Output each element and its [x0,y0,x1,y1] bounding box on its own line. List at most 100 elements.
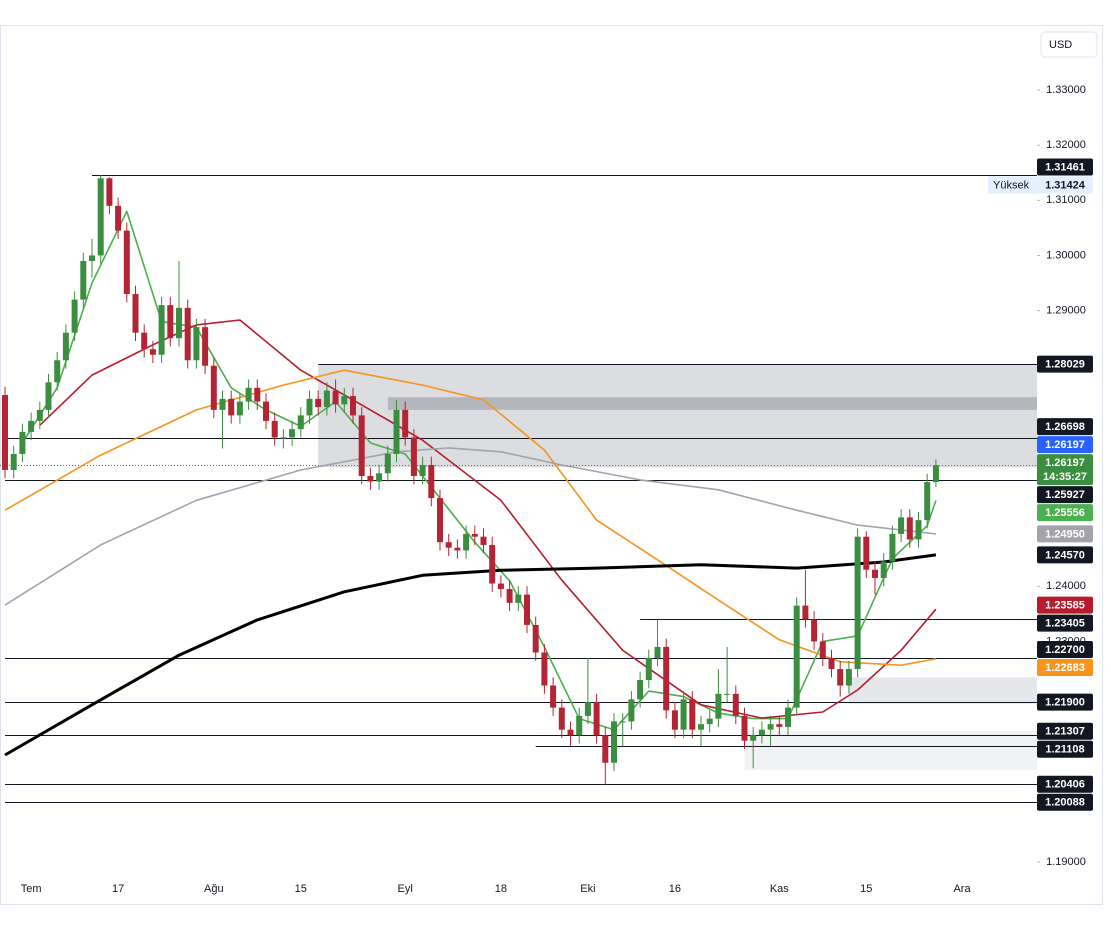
price-tag-box [1037,158,1093,176]
candle-body [289,429,296,438]
x-tick-label: Ara [953,883,971,895]
zone [318,364,1037,468]
candle-body [715,693,722,719]
candle-body [367,476,374,482]
price-tag-label: 1.20406 [1045,779,1085,791]
candle-body [480,536,487,545]
price-tags: 1.31461 Yüksek 1.31424 1.28029 1.26698 1.2619… [988,158,1093,811]
candle-body [210,365,217,410]
candle-body [158,305,165,355]
candle-body [454,547,461,551]
price-tag: 1.22700 [1037,640,1093,658]
price-tag-box [1037,418,1093,436]
candle-body [228,398,235,416]
candle-body [176,307,182,339]
candle-body [550,685,557,708]
price-tag: 1.31461 [1037,158,1093,176]
candle-body [428,465,435,499]
candle-body [558,707,565,730]
candle-body [393,409,400,454]
candle-body [671,710,678,730]
price-tag-box [1037,614,1093,632]
candle-body [611,721,617,763]
candle-body [732,693,739,716]
price-tag-label: 1.21900 [1045,696,1085,708]
x-tick-label: Eyl [398,883,413,895]
price-tag-box [1037,436,1093,454]
price-tag-label: 1.24570 [1045,549,1085,561]
currency: USD [1049,39,1072,51]
candle-body [358,415,365,477]
candle-body [280,437,287,439]
y-tick-label: 1.32000 [1046,139,1086,151]
levels [0,175,1037,803]
candle-body [263,401,269,421]
price-tag: 1.25556 [1037,504,1093,522]
candle-body [193,327,200,361]
candle-body [593,702,600,736]
candle-body [758,729,765,736]
candle-body [619,721,626,723]
price-tag-label: 1.26698 [1045,421,1085,433]
candle-body [123,230,130,295]
candle-body [297,415,304,430]
axis: Tem 17 Ağu 15 Eyl 18 Eki 16 Kas 15 Ara 1.33000 1.320… [21,84,1086,895]
price-tag: 1.24570 [1037,546,1093,564]
candle-body [541,652,548,686]
candle-body [872,569,878,579]
candle-body [45,382,52,410]
price-tag-label: 14:35:27 [1043,471,1087,483]
candle-body [2,394,8,470]
y-tick-label: 1.19000 [1046,856,1086,868]
price-tag-box [1037,775,1093,793]
high-marker-text: Yüksek [993,179,1030,191]
candle-body [445,542,452,548]
candle-body [384,453,391,474]
price-tag-label: 1.21108 [1045,744,1084,756]
candle-body [254,387,261,402]
price-tag-box [1037,693,1093,711]
candle-body [115,205,122,231]
price-tag: 1.21900 [1037,693,1093,711]
y-tick-label: 1.33000 [1046,84,1086,96]
currency-box[interactable] [1040,31,1098,58]
price-tag-box [1037,486,1093,504]
candle-body [28,420,35,432]
y-tick-label: 1.29000 [1046,305,1086,317]
moving-average [4,447,936,606]
price-tag-label: 1.25927 [1045,489,1085,501]
candle-body [332,390,339,405]
price-tag-box [1037,640,1093,658]
candle-body [680,699,687,730]
price-tag-box [1037,176,1093,194]
candle-body [689,699,696,730]
candle-body [880,561,887,579]
candle-body [924,482,931,521]
x-tick-label: 17 [112,883,124,895]
candle-body [889,533,896,562]
zone [744,730,1037,770]
candle-body [437,498,443,543]
price-tag-label: 1.25556 [1045,507,1085,519]
price-tag-box [1037,546,1093,564]
price-tag-box [1037,525,1093,543]
candle-body [724,693,731,695]
price-tag: 1.26197 14:35:27 [1037,454,1093,486]
candle-body [532,624,539,653]
candle-body [106,178,113,206]
price-tag: 1.22683 [1037,658,1093,676]
price-tag-label: 1.22700 [1045,644,1085,656]
price-tag-label: 1.28029 [1045,359,1085,371]
x-tick-label: 18 [495,883,507,895]
zone [387,397,1037,410]
price-tag-label: 1.20088 [1045,797,1085,809]
price-tag-box [1037,355,1093,373]
candle-body [584,702,591,716]
candle-body [845,669,852,686]
candle-body [315,398,322,408]
candle-body [741,715,748,741]
x-tick-label: 15 [860,883,872,895]
candle-body [245,387,252,402]
price-tag: 1.26197 [1037,436,1093,454]
x-tick-label: Eki [580,883,595,895]
